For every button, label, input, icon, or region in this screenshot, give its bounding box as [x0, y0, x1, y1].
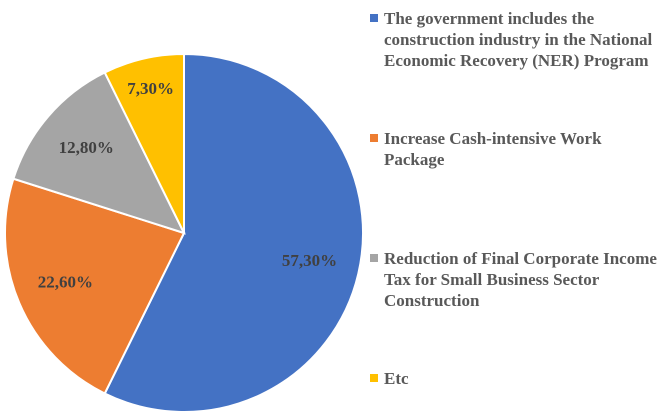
data-label: 57,30% [282, 251, 337, 270]
legend-swatch [370, 14, 378, 22]
pie-slice [12, 71, 186, 235]
legend-label: The government includes the construction… [384, 9, 653, 70]
legend-item: The government includes the construction… [370, 8, 660, 71]
legend-swatch [370, 254, 378, 262]
legend-label: Reduction of Final Corporate Income Tax … [384, 249, 657, 310]
legend-item: Increase Cash-intensive Work Package [370, 128, 660, 170]
pie-slice [103, 52, 364, 413]
legend-item: Reduction of Final Corporate Income Tax … [370, 248, 660, 311]
pie-slice [4, 177, 186, 395]
data-label: 12,80% [59, 138, 114, 157]
legend-swatch [370, 374, 378, 382]
chart: 57,30% 22,60% 12,80% 7,30% [4, 52, 364, 413]
pie-slice [103, 52, 185, 234]
data-label: 7,30% [127, 79, 174, 98]
data-label: 22,60% [38, 272, 93, 291]
legend-label: Etc [384, 369, 409, 388]
legend-item: Etc [370, 368, 660, 389]
legend-swatch [370, 134, 378, 142]
legend-label: Increase Cash-intensive Work Package [384, 129, 602, 169]
